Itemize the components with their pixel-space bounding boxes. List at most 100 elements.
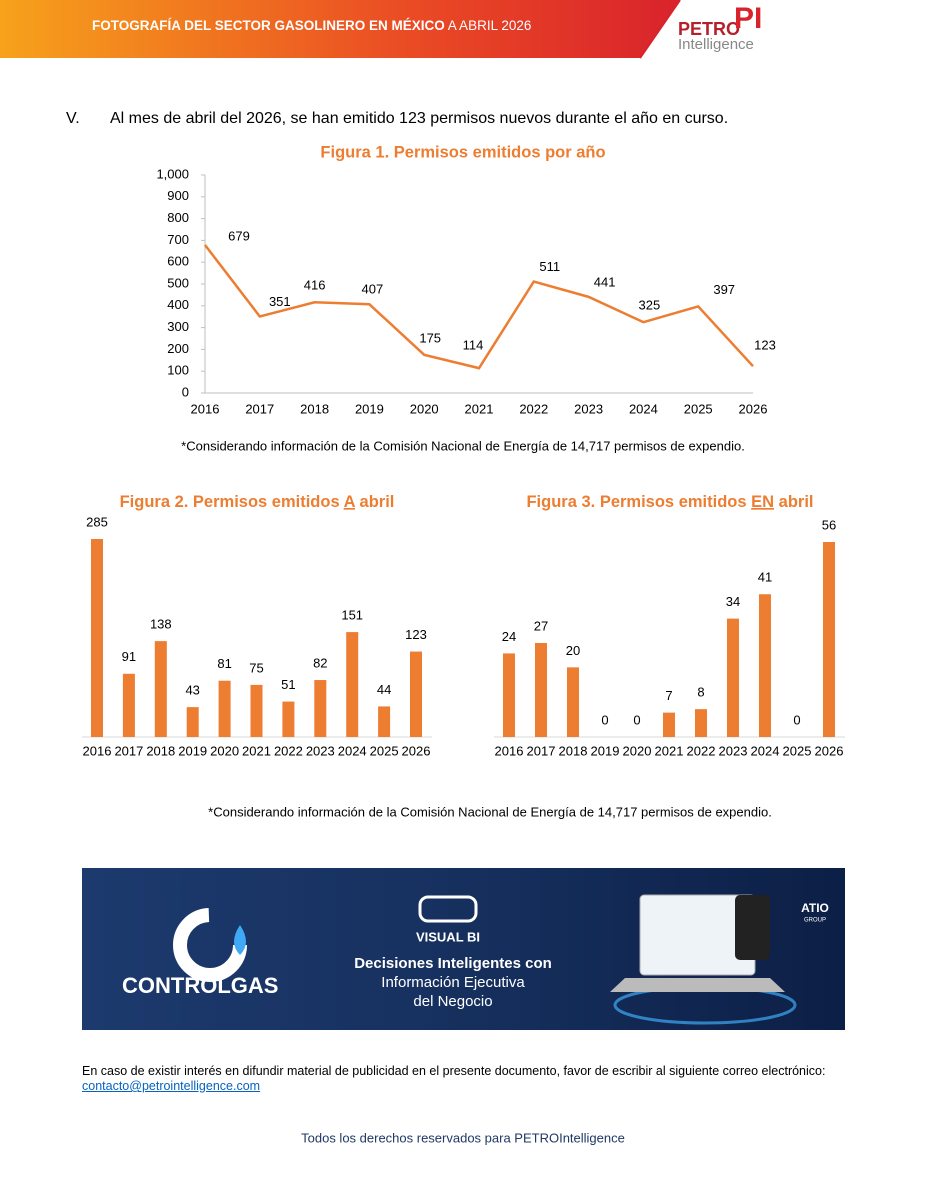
bar	[535, 642, 547, 737]
x-tick-label: 2019	[591, 743, 620, 758]
x-tick-label: 2026	[739, 401, 768, 416]
title-part: abril	[360, 493, 395, 511]
header-bar	[0, 0, 680, 58]
chart-note: *Considerando información de la Comisión…	[181, 438, 745, 453]
data-label: 123	[754, 338, 776, 353]
data-label: 407	[362, 282, 384, 297]
header-title-date: A ABRIL 2026	[448, 18, 532, 33]
x-tick-label: 2025	[370, 743, 399, 758]
bar	[186, 707, 199, 737]
chart-title: Figura 1. Permisos emitidos por año	[320, 143, 605, 161]
bar	[759, 594, 771, 737]
x-tick-label: 2021	[242, 743, 271, 758]
logo-brand: PETRO	[678, 19, 740, 39]
section-text: Al mes de abril del 2026, se han emitido…	[110, 110, 728, 127]
banner-partner: ATIO	[801, 901, 829, 915]
y-tick-label: 200	[167, 341, 189, 356]
data-label: 51	[281, 677, 295, 692]
x-tick-label: 2021	[655, 743, 684, 758]
x-tick-label: 2023	[719, 743, 748, 758]
data-label: 44	[377, 682, 391, 697]
data-label: 351	[269, 294, 291, 309]
bar	[663, 712, 675, 737]
banner-tagline: Decisiones Inteligentes con	[354, 955, 552, 972]
y-tick-label: 500	[167, 275, 189, 290]
x-tick-label: 2018	[559, 743, 588, 758]
banner-tagline: del Negocio	[413, 993, 492, 1010]
bar	[282, 701, 295, 737]
x-tick-label: 2020	[623, 743, 652, 758]
title-part: abril	[779, 493, 814, 511]
data-label: 8	[697, 685, 704, 700]
y-tick-label: 0	[182, 384, 189, 399]
data-label: 82	[313, 655, 327, 670]
y-tick-label: 1,000	[156, 166, 189, 181]
y-tick-label: 900	[167, 188, 189, 203]
data-label: 75	[249, 660, 263, 675]
data-label: 24	[502, 629, 516, 644]
title-part: Figura 2. Permisos emitidos	[120, 493, 340, 511]
x-tick-label: 2020	[210, 743, 239, 758]
data-label: 43	[185, 683, 199, 698]
x-tick-label: 2022	[687, 743, 716, 758]
x-tick-label: 2023	[306, 743, 335, 758]
header-title: FOTOGRAFÍA DEL SECTOR GASOLINERO EN MÉXI…	[92, 18, 531, 33]
drop-icon	[234, 925, 246, 955]
chart-title: Figura 2. Permisos emitidos A abril	[120, 493, 395, 511]
x-tick-label: 2022	[274, 743, 303, 758]
x-tick-label: 2024	[338, 743, 367, 758]
x-tick-label: 2018	[300, 401, 329, 416]
visualbi-icon	[418, 895, 478, 923]
x-tick-label: 2021	[465, 401, 494, 416]
bar	[410, 651, 422, 737]
phone	[735, 895, 770, 960]
data-label: 0	[793, 712, 800, 727]
data-label: 123	[405, 627, 427, 642]
data-label: 416	[304, 278, 326, 293]
x-tick-label: 2022	[519, 401, 548, 416]
banner-partner-sub: GROUP	[804, 918, 826, 924]
data-label: 91	[122, 649, 136, 664]
bar	[695, 709, 707, 737]
x-tick-label: 2019	[178, 743, 207, 758]
x-tick-label: 2024	[629, 401, 658, 416]
y-tick-label: 100	[167, 363, 189, 378]
data-label: 0	[601, 712, 608, 727]
bar	[567, 667, 579, 737]
data-label: 7	[665, 688, 672, 703]
laptop-base	[610, 978, 785, 992]
x-tick-label: 2019	[355, 401, 384, 416]
x-tick-label: 2017	[527, 743, 556, 758]
x-tick-label: 2023	[574, 401, 603, 416]
data-label: 114	[463, 338, 484, 353]
contact-text: En caso de existir interés en difundir m…	[82, 1064, 826, 1078]
chart-note: *Considerando información de la Comisión…	[208, 804, 772, 819]
x-tick-label: 2025	[684, 401, 713, 416]
line	[204, 244, 754, 370]
bar	[346, 632, 359, 737]
title-part: A	[344, 493, 356, 511]
footer: Todos los derechos reservados para PETRO…	[301, 1130, 625, 1145]
logo-mark: PI	[734, 2, 762, 35]
x-tick-label: 2016	[495, 743, 524, 758]
contact-email[interactable]: contacto@petrointelligence.com	[82, 1079, 261, 1093]
bar	[154, 641, 167, 737]
bar	[727, 618, 739, 737]
data-label: 27	[534, 618, 548, 633]
data-label: 397	[713, 282, 735, 297]
section-number: V.	[66, 110, 80, 127]
x-tick-label: 2026	[402, 743, 431, 758]
data-label: 20	[566, 643, 580, 658]
y-tick-label: 600	[167, 254, 189, 269]
x-tick-label: 2017	[114, 743, 143, 758]
data-label: 81	[217, 656, 231, 671]
bar	[122, 673, 135, 737]
x-tick-label: 2017	[245, 401, 274, 416]
x-tick-label: 2016	[83, 743, 112, 758]
y-tick-label: 700	[167, 232, 189, 247]
banner-product: VISUAL BI	[416, 929, 480, 944]
banner-brand: CONTROLGAS	[122, 973, 278, 998]
bar	[314, 680, 327, 737]
title-part: EN	[751, 493, 774, 511]
bar	[218, 680, 231, 737]
